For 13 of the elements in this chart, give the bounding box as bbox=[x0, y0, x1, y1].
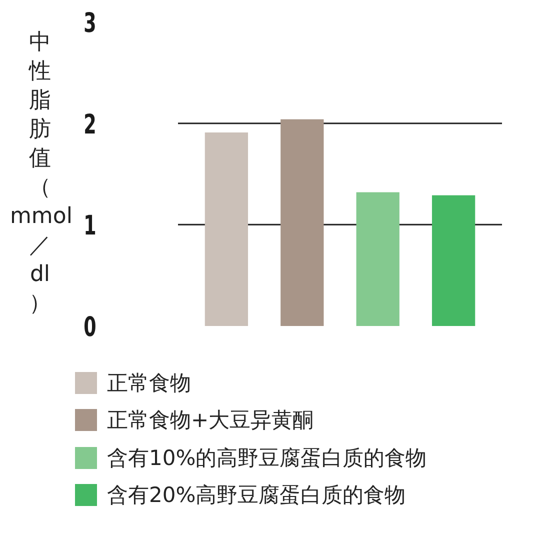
y-tick-label: 0 bbox=[84, 311, 96, 343]
legend-label: 正常食物+大豆异黄酮 bbox=[107, 407, 314, 434]
legend-label: 含有10%的高野豆腐蛋白质的食物 bbox=[107, 444, 427, 472]
y-tick-label: 3 bbox=[84, 7, 96, 39]
bar bbox=[204, 132, 248, 326]
bar bbox=[280, 119, 324, 326]
bar bbox=[432, 195, 476, 326]
y-tick-label: 2 bbox=[84, 108, 96, 140]
text: 中性脂肪值（mmol／dl） bbox=[10, 30, 72, 316]
legend-label: 含有20%高野豆腐蛋白质的食物 bbox=[107, 482, 406, 510]
bar bbox=[356, 192, 400, 326]
y-tick-label: 1 bbox=[84, 210, 96, 242]
legend-label: 正常食物 bbox=[107, 370, 191, 397]
